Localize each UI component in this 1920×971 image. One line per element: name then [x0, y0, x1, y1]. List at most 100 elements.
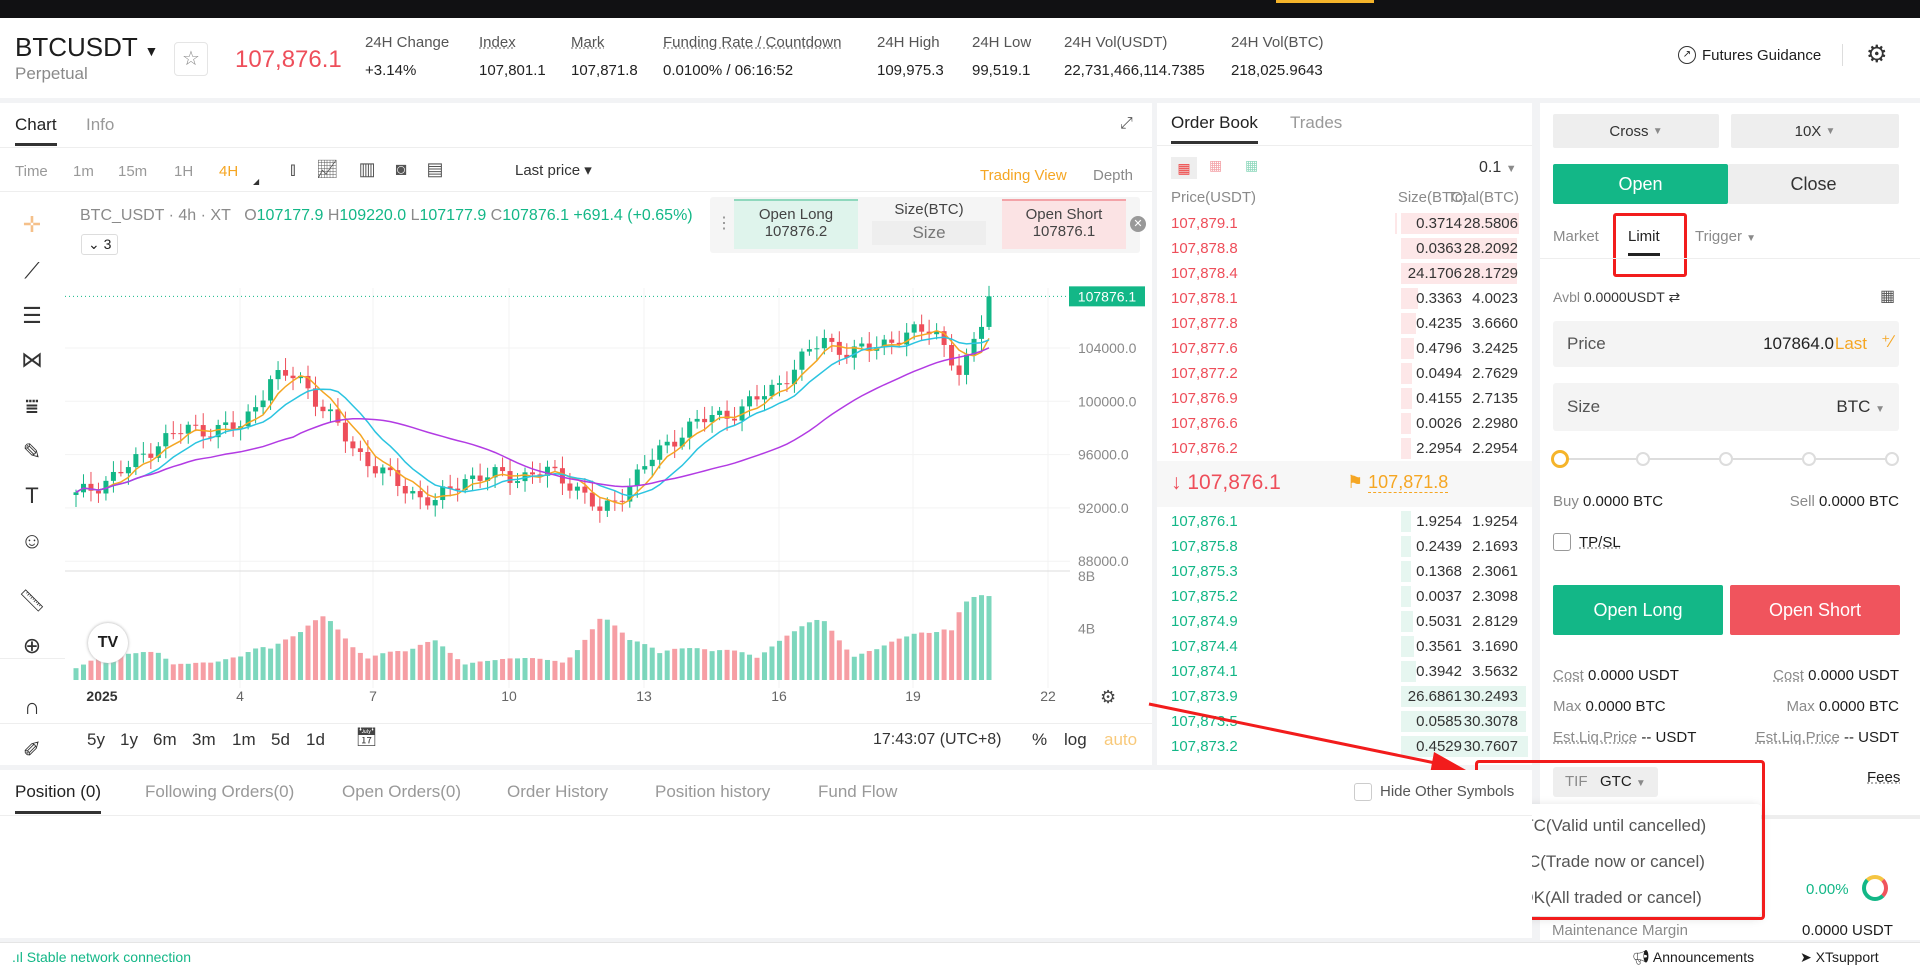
depth-toggle[interactable]: Depth: [1093, 167, 1134, 184]
favorite-star-icon[interactable]: ☆: [174, 42, 208, 76]
hide-other-symbols-checkbox[interactable]: [1354, 783, 1372, 801]
ask-row[interactable]: 107,879.1 0.3714 28.5806: [1157, 211, 1532, 236]
chart-settings-icon[interactable]: ⚙: [1100, 687, 1117, 707]
tab-chart[interactable]: Chart: [15, 115, 57, 146]
support-link[interactable]: ➤ XTsupport: [1800, 949, 1879, 965]
range-5y[interactable]: 5y: [87, 730, 105, 749]
tif-option-ioc[interactable]: IOC(Trade now or cancel): [1510, 852, 1705, 871]
quick-open-long-button[interactable]: Open Long 107876.2: [734, 199, 858, 249]
tif-option-fok[interactable]: FOK(All traded or cancel): [1510, 888, 1702, 907]
symbol-selector[interactable]: BTCUSDT ▼: [15, 32, 158, 63]
log-scale-toggle[interactable]: log: [1064, 730, 1087, 749]
close-icon[interactable]: ✕: [1130, 216, 1146, 232]
bid-row[interactable]: 107,875.2 0.0037 2.3098: [1157, 584, 1532, 609]
ask-row[interactable]: 107,876.9 0.4155 2.7135: [1157, 386, 1532, 411]
slider-thumb[interactable]: [1551, 450, 1569, 468]
indicators-collapse-button[interactable]: ⌄ 3: [81, 234, 119, 255]
tif-dropdown[interactable]: TIF GTC ▼: [1553, 767, 1658, 797]
range-5d[interactable]: 5d: [271, 730, 290, 749]
open-tab[interactable]: Open: [1553, 164, 1728, 204]
zoom-in-tool-icon[interactable]: ⊕: [22, 633, 42, 658]
tab-bottom-4[interactable]: Position history: [655, 782, 771, 801]
bid-row[interactable]: 107,874.9 0.5031 2.8129: [1157, 609, 1532, 634]
bid-row[interactable]: 107,875.8 0.2439 2.1693: [1157, 534, 1532, 559]
order-type-limit[interactable]: Limit: [1628, 228, 1660, 256]
tab-trades[interactable]: Trades: [1290, 113, 1343, 132]
date-range-icon[interactable]: 📅︎: [355, 727, 378, 747]
text-tool-icon[interactable]: T: [25, 483, 39, 508]
pattern-tool-icon[interactable]: ⋈: [21, 347, 43, 372]
tab-bottom-3[interactable]: Order History: [507, 782, 609, 801]
tif-option-gtc[interactable]: GTC(Valid until cancelled): [1510, 816, 1707, 835]
interval-4h[interactable]: 4H: [219, 163, 239, 180]
percent-scale-toggle[interactable]: %: [1032, 730, 1048, 749]
order-type-trigger[interactable]: Trigger ▼: [1695, 228, 1757, 245]
auto-scale-toggle[interactable]: auto: [1104, 730, 1138, 749]
bar-chart-icon[interactable]: ▥: [358, 159, 376, 179]
crosshair-tool-icon[interactable]: ✛: [22, 212, 42, 237]
ruler-tool-icon[interactable]: 📏︎: [18, 588, 46, 613]
ask-row[interactable]: 107,877.8 0.4235 3.6660: [1157, 311, 1532, 336]
price-input[interactable]: Price 107864.0 Last ⁺∕: [1553, 321, 1899, 367]
fees-link[interactable]: Fees: [1867, 769, 1901, 786]
tpsl-checkbox[interactable]: [1553, 533, 1571, 551]
tradingview-logo[interactable]: TV: [88, 623, 128, 663]
slider-stop[interactable]: [1802, 452, 1816, 466]
fullscreen-icon[interactable]: ⤢: [1120, 115, 1133, 132]
tab-bottom-2[interactable]: Open Orders(0): [342, 782, 462, 801]
fib-tool-icon[interactable]: ⩸: [25, 394, 39, 419]
asks-only-view-icon[interactable]: ▦: [1209, 157, 1223, 173]
bid-row[interactable]: 107,875.3 0.1368 2.3061: [1157, 559, 1532, 584]
both-sides-view-icon[interactable]: ▦: [1171, 157, 1197, 179]
ask-row[interactable]: 107,876.6 0.0026 2.2980: [1157, 411, 1532, 436]
candle-type-icon[interactable]: ⫾: [290, 159, 296, 179]
interval-15m[interactable]: 15m: [118, 163, 148, 180]
ask-row[interactable]: 107,876.2 2.2954 2.2954: [1157, 436, 1532, 461]
tab-bottom-1[interactable]: Following Orders(0): [145, 782, 295, 801]
screenshot-camera-icon[interactable]: ◙: [395, 159, 407, 179]
interval-more-icon[interactable]: ◢: [253, 177, 260, 186]
bid-row[interactable]: 107,876.1 1.9254 1.9254: [1157, 509, 1532, 534]
order-type-market[interactable]: Market: [1553, 228, 1599, 245]
indicators-icon[interactable]: 📈︎: [315, 159, 339, 179]
notes-icon[interactable]: ▤: [426, 159, 444, 179]
bid-row[interactable]: 107,873.2 0.4529 30.7607: [1157, 734, 1532, 759]
ask-row[interactable]: 107,878.4 24.1706 28.1729: [1157, 261, 1532, 286]
announcements-link[interactable]: 📢︎ Announcements: [1632, 949, 1755, 965]
interval-time[interactable]: Time: [15, 163, 48, 180]
slider-stop[interactable]: [1719, 452, 1733, 466]
trend-line-tool-icon[interactable]: ⟋: [24, 258, 40, 283]
range-3m[interactable]: 3m: [192, 730, 216, 749]
calculator-icon[interactable]: ▦: [1880, 288, 1896, 305]
magnet-tool-icon[interactable]: ∩: [24, 694, 40, 719]
slider-stop[interactable]: [1636, 452, 1650, 466]
interval-1h[interactable]: 1H: [174, 163, 194, 180]
ask-row[interactable]: 107,878.8 0.0363 28.2092: [1157, 236, 1532, 261]
last-price-button[interactable]: Last: [1834, 334, 1867, 353]
candlestick-chart[interactable]: 104000.0 100000.0 96000.0 92000.0 88000.08B 4…: [0, 103, 1152, 765]
slider-stop[interactable]: [1885, 452, 1899, 466]
brush-tool-icon[interactable]: ✎: [22, 439, 42, 464]
tab-info[interactable]: Info: [86, 115, 115, 134]
lock-draw-tool-icon[interactable]: ✐: [22, 737, 42, 762]
settings-gear-icon[interactable]: ⚙: [1866, 41, 1888, 68]
price-type-dropdown[interactable]: Last price ▾: [515, 162, 592, 179]
interval-1m[interactable]: 1m: [73, 163, 94, 180]
leverage-dropdown[interactable]: 10X ▼: [1731, 114, 1899, 148]
ask-row[interactable]: 107,877.6 0.4796 3.2425: [1157, 336, 1532, 361]
futures-guidance-link[interactable]: ↗ Futures Guidance: [1678, 46, 1821, 64]
horizontal-lines-tool-icon[interactable]: ☰: [22, 303, 42, 328]
price-adjust-icon[interactable]: ⁺∕: [1881, 332, 1893, 351]
open-short-button[interactable]: Open Short: [1730, 585, 1900, 635]
range-6m[interactable]: 6m: [153, 730, 177, 749]
transfer-icon[interactable]: ⇄: [1668, 289, 1681, 305]
bid-row[interactable]: 107,874.1 0.3942 3.5632: [1157, 659, 1532, 684]
tab-bottom-5[interactable]: Fund Flow: [818, 782, 898, 801]
bid-row[interactable]: 107,874.4 0.3561 3.1690: [1157, 634, 1532, 659]
bid-row[interactable]: 107,873.9 26.6861 30.2493: [1157, 684, 1532, 709]
size-input[interactable]: Size BTC ▼: [1553, 383, 1899, 431]
close-tab[interactable]: Close: [1728, 164, 1899, 204]
bid-row[interactable]: 107,873.5 0.0585 30.3078: [1157, 709, 1532, 734]
ask-row[interactable]: 107,877.2 0.0494 2.7629: [1157, 361, 1532, 386]
precision-dropdown[interactable]: 0.1 ▼: [1479, 159, 1517, 176]
